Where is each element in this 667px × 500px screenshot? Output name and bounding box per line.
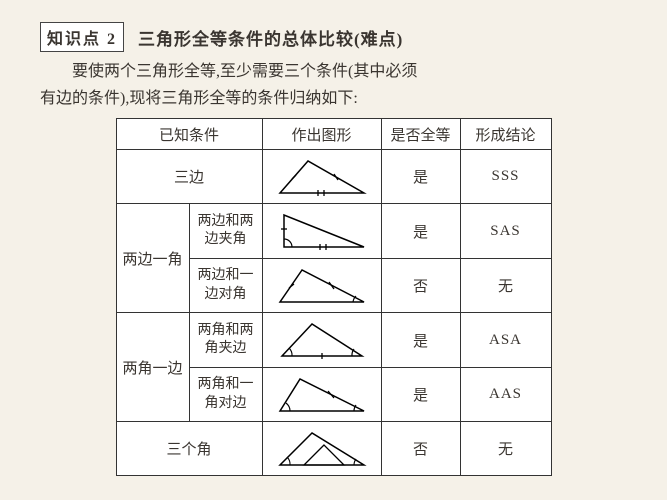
kp-badge: 知识点 2: [40, 22, 124, 52]
sub-line: 边对角: [205, 287, 247, 302]
cell-figure: [262, 258, 381, 313]
congruence-table: 已知条件 作出图形 是否全等 形成结论 三边 是 SSS 两边一角: [116, 118, 552, 476]
sub-line: 两角和两: [198, 323, 254, 338]
cell-conclusion: 无: [460, 258, 551, 313]
sub-line: 角对边: [205, 396, 247, 411]
table-row: 两边一角 两边和两 边夹角 是 SAS: [116, 204, 551, 259]
sub-line: 角夹边: [205, 341, 247, 356]
triangle-sss-icon: [272, 155, 372, 199]
cell-sub: 两角和一 角对边: [189, 367, 262, 422]
th-congruent: 是否全等: [381, 119, 460, 150]
cell-yes: 否: [381, 422, 460, 476]
triangle-aaa-icon: [272, 427, 372, 471]
cell-sub: 两边和一 边对角: [189, 258, 262, 313]
cell-figure: [262, 313, 381, 368]
cell-yes: 是: [381, 367, 460, 422]
th-conclusion: 形成结论: [460, 119, 551, 150]
cell-sub: 两边和两 边夹角: [189, 204, 262, 259]
knowledge-point-header: 知识点 2 三角形全等条件的总体比较(难点): [40, 22, 627, 52]
th-condition: 已知条件: [116, 119, 262, 150]
table-row: 两角一边 两角和两 角夹边 是 ASA: [116, 313, 551, 368]
intro-text: 要使两个三角形全等,至少需要三个条件(其中必须 有边的条件),现将三角形全等的条…: [40, 58, 627, 112]
triangle-asa-icon: [272, 318, 372, 362]
sub-line: 两边和两: [198, 214, 254, 229]
cell-conclusion: 无: [460, 422, 551, 476]
kp-title: 三角形全等条件的总体比较(难点): [138, 25, 403, 50]
cell-yes: 是: [381, 313, 460, 368]
cell-condition-group: 两角一边: [116, 313, 189, 422]
table-row: 三个角 否 无: [116, 422, 551, 476]
triangle-aas-icon: [272, 373, 372, 417]
table-row: 三边 是 SSS: [116, 150, 551, 204]
cell-condition: 三边: [116, 150, 262, 204]
cell-figure: [262, 367, 381, 422]
cell-yes: 是: [381, 204, 460, 259]
cell-condition: 三个角: [116, 422, 262, 476]
intro-line-2: 有边的条件),现将三角形全等的条件归纳如下:: [40, 85, 627, 112]
intro-line-1: 要使两个三角形全等,至少需要三个条件(其中必须: [40, 58, 627, 85]
cell-conclusion: ASA: [460, 313, 551, 368]
cell-figure: [262, 150, 381, 204]
cell-yes: 是: [381, 150, 460, 204]
sub-line: 边夹角: [205, 232, 247, 247]
cell-figure: [262, 422, 381, 476]
table-header-row: 已知条件 作出图形 是否全等 形成结论: [116, 119, 551, 150]
sub-line: 两边和一: [198, 268, 254, 283]
sub-line: 两角和一: [198, 377, 254, 392]
triangle-ssa-icon: [272, 264, 372, 308]
cell-figure: [262, 204, 381, 259]
cell-conclusion: SAS: [460, 204, 551, 259]
cell-conclusion: SSS: [460, 150, 551, 204]
th-figure: 作出图形: [262, 119, 381, 150]
cell-yes: 否: [381, 258, 460, 313]
triangle-sas-icon: [272, 209, 372, 253]
cell-condition-group: 两边一角: [116, 204, 189, 313]
cell-conclusion: AAS: [460, 367, 551, 422]
cell-sub: 两角和两 角夹边: [189, 313, 262, 368]
